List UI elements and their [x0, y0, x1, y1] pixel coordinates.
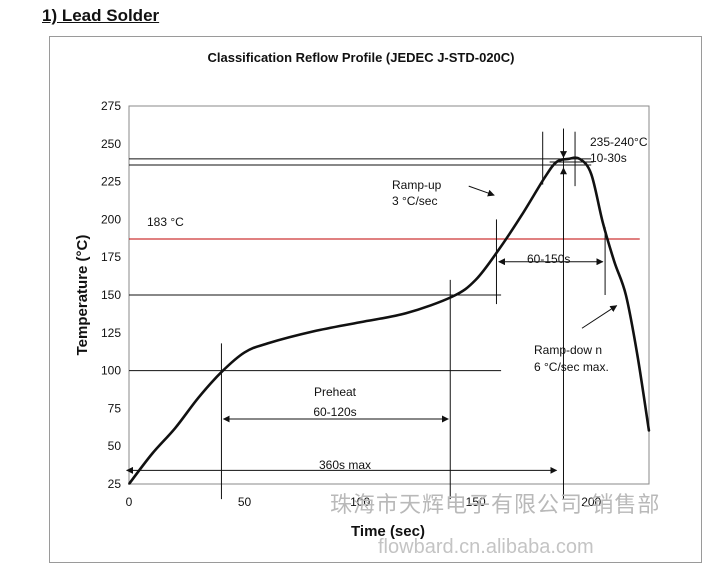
profile-point: [636, 354, 639, 357]
y-tick-label: 50: [108, 439, 122, 453]
y-tick-label: 75: [108, 401, 122, 415]
x-tick-label: 100: [350, 495, 370, 509]
profile-point: [474, 279, 477, 281]
y-tick-label: 125: [101, 326, 121, 340]
profile-point: [243, 351, 246, 354]
total-time-label: 360s max: [319, 458, 371, 472]
profile-point: [521, 214, 523, 216]
profile-point: [648, 430, 650, 432]
profile-point: [567, 158, 569, 160]
ramp-up-arrow: [468, 185, 495, 197]
profile-point: [613, 260, 616, 263]
profile-point: [128, 483, 130, 485]
profile-point: [220, 371, 223, 373]
y-tick-label: 150: [101, 288, 121, 302]
ramp-up-label-2: 3 °C/sec: [392, 194, 437, 208]
watermark-company: 珠海市天辉电子有限公司-销售部: [330, 492, 660, 517]
ramp-down-arrow: [581, 305, 618, 329]
y-axis-label: Temperature (°C): [74, 235, 91, 356]
profile-point: [544, 176, 546, 178]
preheat-label-2: 60-120s: [313, 405, 356, 419]
profile-point: [601, 221, 604, 224]
chart-title: Classification Reflow Profile (JEDEC J-S…: [207, 50, 514, 65]
section-heading: 1) Lead Solder: [42, 6, 160, 25]
y-tick-label: 25: [108, 477, 122, 491]
above-liquidus-label: 60-150s: [527, 252, 570, 266]
reflow-profile-line: [127, 156, 651, 485]
x-tick-label: 50: [238, 495, 252, 509]
x-tick-label: 200: [581, 495, 601, 509]
y-tick-label: 275: [101, 99, 121, 113]
chart-frame: [49, 36, 702, 563]
y-tick-label: 225: [101, 175, 121, 189]
x-tick-label: 150: [466, 495, 486, 509]
profile-point: [197, 397, 200, 399]
ramp-up-label-1: Ramp-up: [392, 178, 442, 192]
liquidus-label: 183 °C: [147, 215, 184, 229]
profile-point: [578, 158, 581, 160]
peak-temp-label: 235-240°C: [590, 135, 648, 149]
profile-point: [266, 342, 269, 345]
ramp-down-label-2: 6 °C/sec max.: [534, 360, 609, 374]
y-tick-label: 200: [101, 212, 121, 226]
watermark-url: flowbard.cn.alibaba.com: [378, 536, 594, 558]
profile-point: [313, 330, 315, 333]
profile-point: [359, 321, 361, 324]
profile-point: [625, 294, 627, 296]
y-tick-label: 175: [101, 250, 121, 264]
profile-point: [451, 295, 454, 298]
x-tick-label: 0: [126, 495, 133, 509]
profile-point: [174, 427, 177, 429]
profile-point: [497, 248, 500, 251]
ramp-down-label-1: Ramp-dow n: [534, 343, 602, 357]
y-tick-label: 100: [101, 364, 121, 378]
x-axis-label: Time (sec): [351, 523, 425, 540]
profile-point: [405, 312, 408, 314]
profile-point: [555, 161, 558, 163]
y-tick-label: 250: [101, 137, 121, 151]
profile-point: [590, 173, 593, 175]
ramp-up-label-mask: [386, 212, 448, 226]
profile-point: [151, 452, 153, 455]
preheat-label-1: Preheat: [314, 385, 357, 399]
peak-time-label: 10-30s: [590, 151, 627, 165]
